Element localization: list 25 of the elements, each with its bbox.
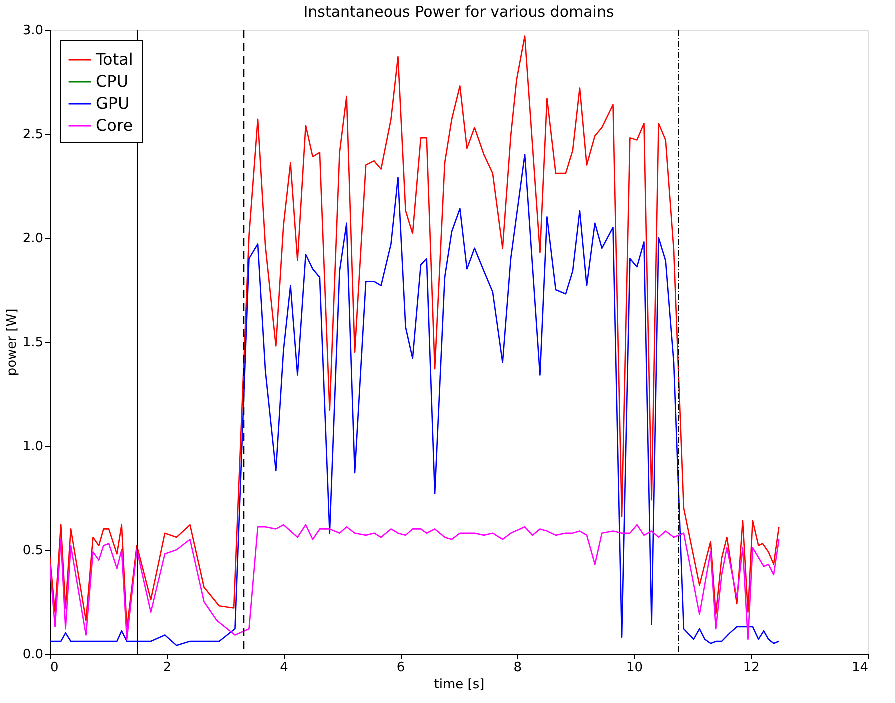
x-tick-label: 8 — [514, 660, 522, 676]
line-series — [50, 36, 780, 630]
x-tick-label: 12 — [743, 660, 760, 676]
legend-label: GPU — [96, 94, 130, 113]
x-tick-label: 10 — [626, 660, 644, 676]
line-series — [50, 154, 780, 646]
x-axis-title: time [s] — [434, 678, 485, 692]
x-tick-label: 2 — [163, 660, 172, 676]
y-tick-label: 0.0 — [22, 648, 44, 662]
y-tick-label: 1.5 — [22, 336, 44, 350]
line-series — [50, 524, 780, 640]
chart-title: Instantaneous Power for various domains — [304, 3, 614, 21]
x-tick-label: 4 — [280, 660, 288, 676]
legend-label: Core — [96, 116, 134, 135]
y-tick-label: 1.0 — [22, 440, 44, 454]
x-tick-label: 14 — [852, 660, 868, 676]
y-tick-label: 0.5 — [22, 544, 44, 558]
y-tick-label: 2.0 — [22, 232, 44, 246]
y-tick-label: 3.0 — [22, 24, 44, 38]
x-tick-label: 0 — [50, 660, 59, 676]
y-axis-title: power [W] — [4, 308, 20, 376]
legend-label: Total — [95, 50, 134, 69]
x-tick-label: 6 — [396, 660, 406, 676]
y-tick-label: 2.5 — [22, 128, 44, 142]
legend-label: CPU — [96, 72, 129, 91]
